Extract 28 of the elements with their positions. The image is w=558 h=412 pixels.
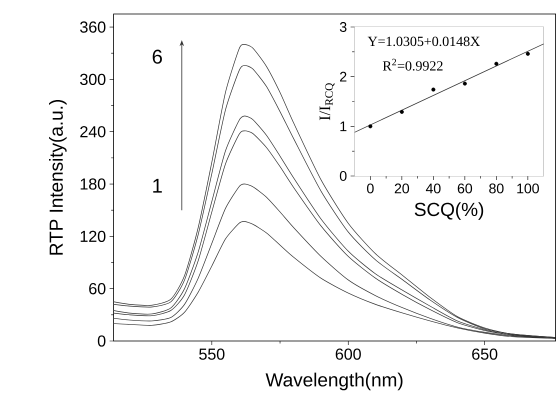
- x-tick-label: 0: [367, 184, 374, 194]
- x-tick-label: 80: [489, 184, 504, 194]
- x-axis-title: SCQ(%): [414, 202, 484, 220]
- y-tick-label: 120: [80, 230, 106, 242]
- x-tick-label: 650: [472, 348, 498, 360]
- x-tick-label: 100: [517, 184, 539, 194]
- annotation: 1: [153, 178, 162, 193]
- x-tick-label: 550: [199, 348, 224, 360]
- x-tick-label: 60: [458, 184, 472, 194]
- y-tick-label: 60: [89, 283, 106, 294]
- y-axis-title: I/I$_{RCQ}$: [320, 82, 334, 120]
- annotation: 6: [152, 50, 162, 64]
- x-axis-title: Wavelength(nm): [266, 372, 402, 390]
- y-tick-label: 240: [80, 126, 106, 138]
- x-tick-label: 600: [336, 348, 361, 360]
- x-tick-label: 40: [426, 184, 441, 194]
- x-tick-label: 20: [394, 184, 410, 194]
- y-tick-label: 180: [80, 178, 106, 190]
- annotation: Y=1.0305+0.0148X: [368, 36, 480, 46]
- y-tick-label: 2: [340, 72, 346, 82]
- y-tick-label: 360: [80, 21, 106, 33]
- y-tick-label: 3: [340, 22, 346, 32]
- y-axis-title: RTP Intensity(a.u.): [48, 100, 67, 255]
- y-tick-label: 300: [80, 74, 106, 86]
- y-tick-label: 1: [340, 122, 346, 132]
- annotation: R$^{2}$=0.9922: [382, 58, 443, 71]
- y-tick-label: 0: [340, 171, 347, 181]
- y-tick-label: 0: [98, 335, 106, 347]
